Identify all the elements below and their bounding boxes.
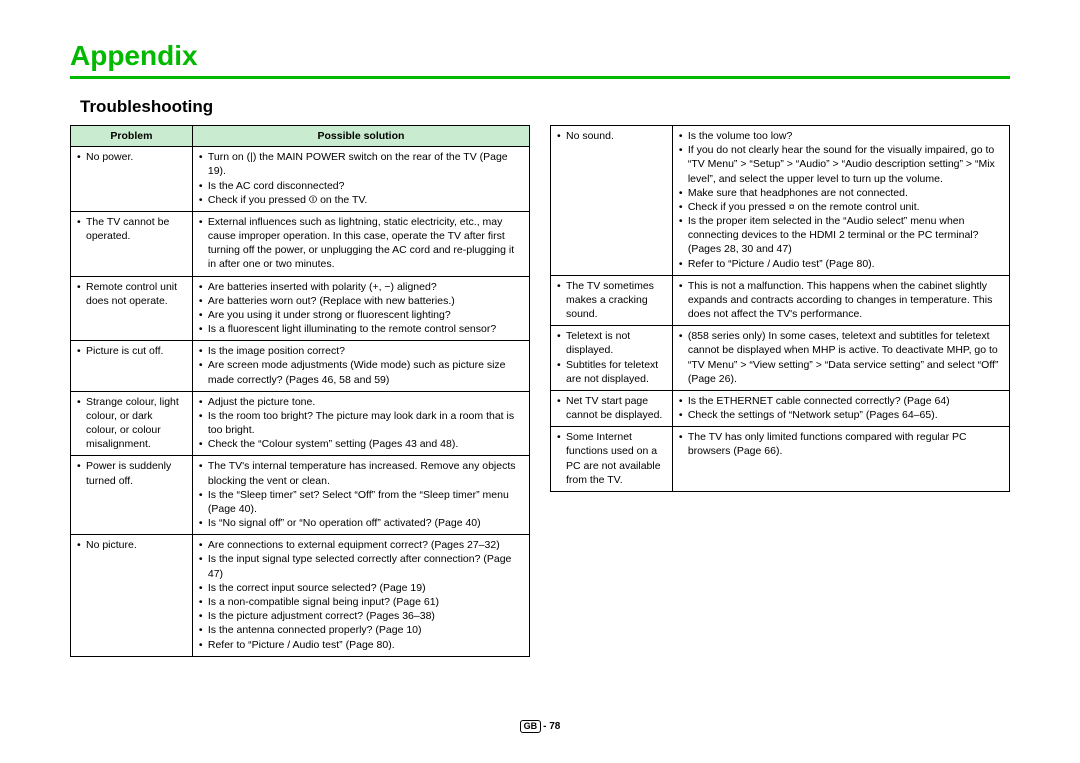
table-row: Power is suddenly turned off. The TV's in…: [71, 456, 530, 535]
problem-item: No picture.: [77, 538, 186, 552]
table-row: No sound. Is the volume too low?If you do…: [551, 126, 1010, 276]
footer-page-number: - 78: [543, 721, 560, 732]
troubleshooting-table-right: No sound. Is the volume too low?If you do…: [550, 125, 1010, 492]
content-columns: Problem Possible solution No power. Turn …: [70, 125, 1010, 657]
solution-item: Make sure that headphones are not connec…: [679, 186, 1003, 200]
table-row: Teletext is not displayed.Subtitles for …: [551, 326, 1010, 391]
solution-item: Is a fluorescent light illuminating to t…: [199, 322, 523, 336]
troubleshooting-table-left: Problem Possible solution No power. Turn …: [70, 125, 530, 657]
problem-cell: Net TV start page cannot be displayed.: [551, 390, 673, 426]
solution-cell: This is not a malfunction. This happens …: [672, 275, 1009, 326]
solution-item: Are connections to external equipment co…: [199, 538, 523, 552]
problem-item: Strange colour, light colour, or dark co…: [77, 395, 186, 452]
solution-item: Are screen mode adjustments (Wide mode) …: [199, 358, 523, 386]
left-column: Problem Possible solution No power. Turn …: [70, 125, 530, 657]
problem-cell: No power.: [71, 147, 193, 212]
table-row: No picture. Are connections to external e…: [71, 535, 530, 656]
solution-item: Are batteries inserted with polarity (+,…: [199, 280, 523, 294]
table-row: Some Internet functions used on a PC are…: [551, 427, 1010, 492]
solution-item: Is the AC cord disconnected?: [199, 179, 523, 193]
green-rule: [70, 76, 1010, 79]
solution-cell: Is the volume too low?If you do not clea…: [672, 126, 1009, 276]
problem-item: Power is suddenly turned off.: [77, 459, 186, 487]
problem-cell: Remote control unit does not operate.: [71, 276, 193, 341]
problem-cell: No picture.: [71, 535, 193, 656]
solution-item: Is the room too bright? The picture may …: [199, 409, 523, 437]
solution-item: Check if you pressed ¤ on the remote con…: [679, 200, 1003, 214]
solution-item: Turn on (|) the MAIN POWER switch on the…: [199, 150, 523, 178]
problem-cell: Teletext is not displayed.Subtitles for …: [551, 326, 673, 391]
solution-item: Refer to “Picture / Audio test” (Page 80…: [679, 257, 1003, 271]
solution-item: Is the antenna connected properly? (Page…: [199, 623, 523, 637]
solution-item: Check the settings of “Network setup” (P…: [679, 408, 1003, 422]
appendix-title: Appendix: [70, 40, 1010, 76]
solution-item: Adjust the picture tone.: [199, 395, 523, 409]
problem-item: No power.: [77, 150, 186, 164]
table-row: Net TV start page cannot be displayed. Is…: [551, 390, 1010, 426]
table-row: Picture is cut off. Is the image position…: [71, 341, 530, 392]
table-row: No power. Turn on (|) the MAIN POWER swit…: [71, 147, 530, 212]
solution-cell: Are batteries inserted with polarity (+,…: [192, 276, 529, 341]
solution-cell: The TV has only limited functions compar…: [672, 427, 1009, 492]
table-row: Strange colour, light colour, or dark co…: [71, 391, 530, 456]
problem-cell: The TV cannot be operated.: [71, 211, 193, 276]
solution-item: Is the “Sleep timer” set? Select “Off” f…: [199, 488, 523, 516]
solution-cell: The TV's internal temperature has increa…: [192, 456, 529, 535]
solution-item: Are batteries worn out? (Replace with ne…: [199, 294, 523, 308]
solution-cell: Is the ETHERNET cable connected correctl…: [672, 390, 1009, 426]
solution-item: Is the ETHERNET cable connected correctl…: [679, 394, 1003, 408]
problem-item: The TV sometimes makes a cracking sound.: [557, 279, 666, 322]
solution-item: If you do not clearly hear the sound for…: [679, 143, 1003, 186]
problem-item: No sound.: [557, 129, 666, 143]
th-problem: Problem: [71, 126, 193, 147]
problem-item: Picture is cut off.: [77, 344, 186, 358]
table-row: Remote control unit does not operate. Are…: [71, 276, 530, 341]
solution-cell: External influences such as lightning, s…: [192, 211, 529, 276]
problem-item: Remote control unit does not operate.: [77, 280, 186, 308]
table-row: The TV cannot be operated. External influ…: [71, 211, 530, 276]
solution-item: Is the picture adjustment correct? (Page…: [199, 609, 523, 623]
solution-item: Is the input signal type selected correc…: [199, 552, 523, 580]
problem-item: Subtitles for teletext are not displayed…: [557, 358, 666, 386]
solution-cell: Is the image position correct?Are screen…: [192, 341, 529, 392]
solution-cell: (858 series only) In some cases, teletex…: [672, 326, 1009, 391]
problem-item: Net TV start page cannot be displayed.: [557, 394, 666, 422]
footer-lang-badge: GB: [520, 720, 542, 733]
table-row: The TV sometimes makes a cracking sound.…: [551, 275, 1010, 326]
solution-item: This is not a malfunction. This happens …: [679, 279, 1003, 322]
right-column: No sound. Is the volume too low?If you do…: [550, 125, 1010, 657]
solution-cell: Adjust the picture tone.Is the room too …: [192, 391, 529, 456]
solution-item: (858 series only) In some cases, teletex…: [679, 329, 1003, 386]
solution-cell: Turn on (|) the MAIN POWER switch on the…: [192, 147, 529, 212]
problem-cell: No sound.: [551, 126, 673, 276]
problem-cell: The TV sometimes makes a cracking sound.: [551, 275, 673, 326]
problem-cell: Power is suddenly turned off.: [71, 456, 193, 535]
page-footer: GB- 78: [0, 720, 1080, 733]
solution-item: The TV has only limited functions compar…: [679, 430, 1003, 458]
solution-item: External influences such as lightning, s…: [199, 215, 523, 272]
solution-item: Is the correct input source selected? (P…: [199, 581, 523, 595]
problem-item: The TV cannot be operated.: [77, 215, 186, 243]
solution-item: Refer to “Picture / Audio test” (Page 80…: [199, 638, 523, 652]
problem-cell: Some Internet functions used on a PC are…: [551, 427, 673, 492]
solution-item: Is the proper item selected in the “Audi…: [679, 214, 1003, 257]
solution-item: Is the image position correct?: [199, 344, 523, 358]
section-title: Troubleshooting: [80, 97, 1010, 117]
solution-item: Is “No signal off” or “No operation off”…: [199, 516, 523, 530]
problem-item: Teletext is not displayed.: [557, 329, 666, 357]
solution-cell: Are connections to external equipment co…: [192, 535, 529, 656]
solution-item: Check if you pressed ⏼ on the TV.: [199, 193, 523, 207]
solution-item: Is a non-compatible signal being input? …: [199, 595, 523, 609]
th-solution: Possible solution: [192, 126, 529, 147]
problem-cell: Picture is cut off.: [71, 341, 193, 392]
solution-item: Check the “Colour system” setting (Pages…: [199, 437, 523, 451]
solution-item: The TV's internal temperature has increa…: [199, 459, 523, 487]
solution-item: Is the volume too low?: [679, 129, 1003, 143]
problem-cell: Strange colour, light colour, or dark co…: [71, 391, 193, 456]
solution-item: Are you using it under strong or fluores…: [199, 308, 523, 322]
problem-item: Some Internet functions used on a PC are…: [557, 430, 666, 487]
